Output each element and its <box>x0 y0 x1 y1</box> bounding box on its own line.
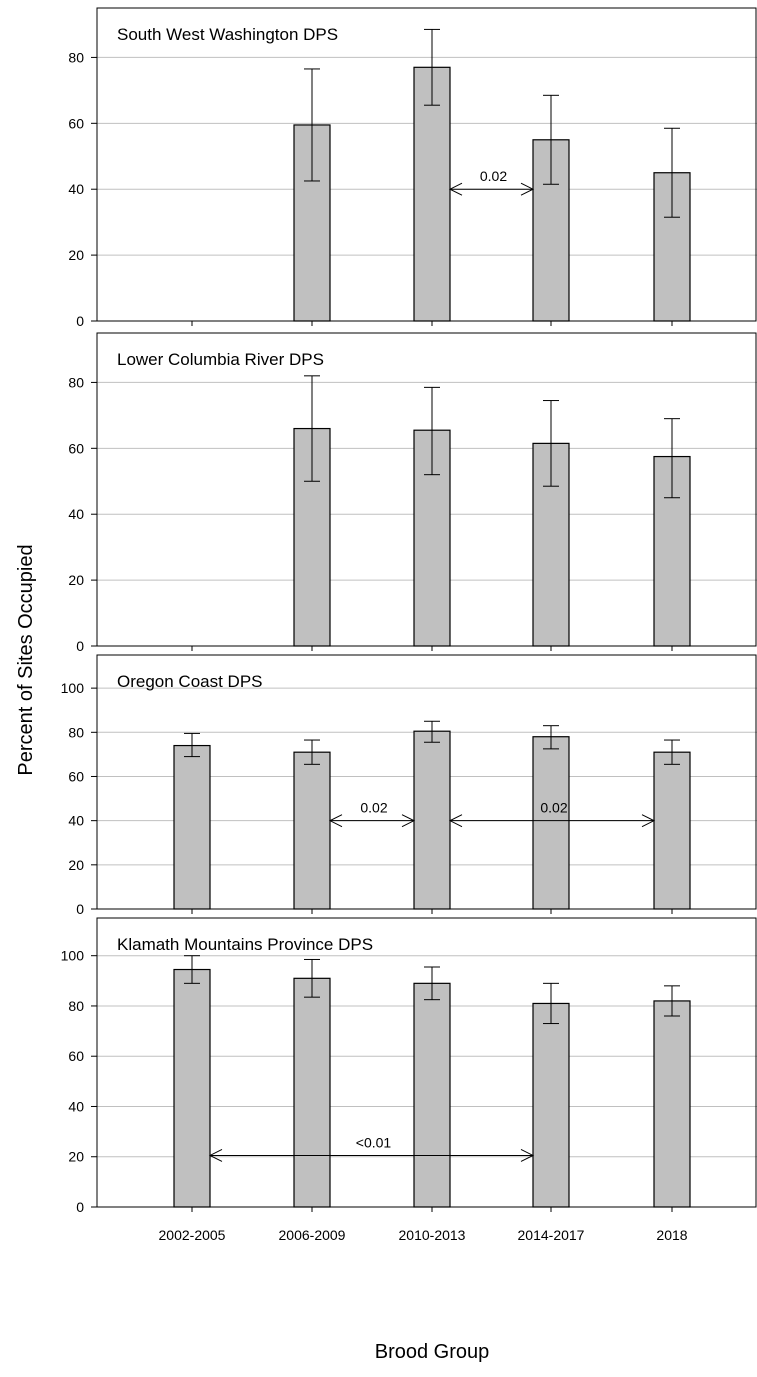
bar-2018 <box>653 1000 691 1208</box>
y-tick-label: 40 <box>68 506 84 522</box>
y-tick-label: 80 <box>68 724 84 740</box>
y-axis-title: Percent of Sites Occupied <box>15 544 37 775</box>
y-tick-label: 80 <box>68 49 84 65</box>
annotation-label: <0.01 <box>356 1134 392 1150</box>
bar-2006-2009 <box>293 751 331 910</box>
chart-panel-2: 0 20 40 60 80 Lower Columbia River DPS <box>68 332 757 654</box>
x-tick-label: 2010-2013 <box>399 1227 466 1243</box>
bar-2010-2013 <box>413 730 451 910</box>
bar-2002-2005 <box>173 968 211 1208</box>
significance-annotation: 0.02 <box>328 800 416 828</box>
y-tick-label: 100 <box>61 680 85 696</box>
y-tick-label: 0 <box>76 638 84 654</box>
panel-title: Lower Columbia River DPS <box>117 350 324 369</box>
y-tick-label: 60 <box>68 440 84 456</box>
y-tick-label: 0 <box>76 1199 84 1215</box>
annotation-label: 0.02 <box>360 800 387 816</box>
annotation-label: 0.02 <box>480 168 507 184</box>
x-tick-label: 2006-2009 <box>279 1227 346 1243</box>
panel-title: Klamath Mountains Province DPS <box>117 935 373 954</box>
panel-title: South West Washington DPS <box>117 25 338 44</box>
significance-annotation: 0.02 <box>448 800 656 828</box>
annotation-label: 0.02 <box>540 800 567 816</box>
x-tick-label: 2018 <box>656 1227 687 1243</box>
bar-2010-2013 <box>413 982 451 1208</box>
y-tick-label: 20 <box>68 1149 84 1165</box>
chart-panel-1: 0 20 40 60 80 0.02 South West Washington DPS <box>68 7 757 329</box>
arrow-head-right <box>520 182 535 196</box>
arrow-head-left <box>448 182 463 196</box>
y-tick-label: 20 <box>68 572 84 588</box>
panel-title: Oregon Coast DPS <box>117 672 263 691</box>
x-tick-label: 2014-2017 <box>518 1227 585 1243</box>
arrow-head-left <box>328 814 343 828</box>
arrow-head-right <box>641 814 656 828</box>
y-tick-label: 20 <box>68 247 84 263</box>
bar-2018 <box>653 172 691 322</box>
y-tick-label: 40 <box>68 181 84 197</box>
y-tick-label: 0 <box>76 901 84 917</box>
bar-2006-2009 <box>293 977 331 1208</box>
bar-2014-2017 <box>532 1002 570 1208</box>
bar-2014-2017 <box>532 736 570 910</box>
x-tick-label: 2002-2005 <box>159 1227 226 1243</box>
x-axis-title: Brood Group <box>375 1341 490 1363</box>
y-tick-label: 40 <box>68 1098 84 1114</box>
y-tick-label: 80 <box>68 998 84 1014</box>
arrow-head-left <box>448 814 463 828</box>
arrow-head-right <box>520 1149 535 1162</box>
arrow-head-right <box>401 814 416 828</box>
y-tick-label: 60 <box>68 1048 84 1064</box>
y-tick-label: 0 <box>76 313 84 329</box>
y-tick-label: 100 <box>61 948 85 964</box>
chart-panel-4: 0 20 40 60 80 100 <0.01 Klamath Mountains Provi… <box>61 917 757 1215</box>
y-tick-label: 40 <box>68 813 84 829</box>
significance-annotation: <0.01 <box>208 1134 535 1162</box>
bar-2002-2005 <box>173 744 211 910</box>
bar-2018 <box>653 751 691 910</box>
bar-2010-2013 <box>413 66 451 322</box>
y-tick-label: 60 <box>68 115 84 131</box>
y-tick-label: 60 <box>68 768 84 784</box>
y-tick-label: 80 <box>68 374 84 390</box>
y-tick-label: 20 <box>68 857 84 873</box>
chart-panel-3: 0 20 40 60 80 100 0.02 0.02 Oregon Coast DPS <box>61 654 757 917</box>
arrow-head-left <box>208 1149 223 1162</box>
significance-annotation: 0.02 <box>448 168 535 196</box>
